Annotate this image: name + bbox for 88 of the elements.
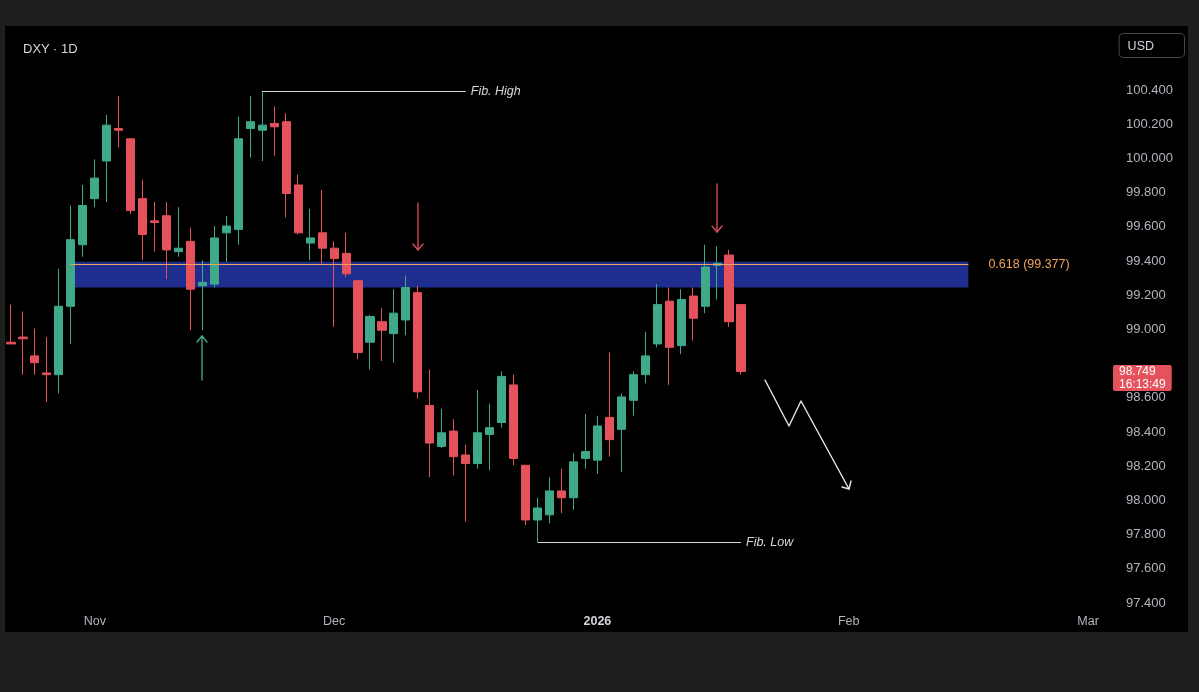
candlestick [234,116,243,246]
candlestick [665,287,674,386]
candlestick [270,105,279,157]
y-tick-label: 99.800 [1126,184,1166,200]
candlestick [126,138,135,215]
candlestick [629,370,638,417]
candlestick [198,259,207,331]
candlestick [736,304,746,376]
candlestick [365,314,375,371]
candlestick [617,392,626,473]
y-tick-label: 99.600 [1126,218,1166,234]
candlestick [389,288,398,364]
candlestick [569,452,578,511]
candlestick [581,413,590,470]
candlestick [66,204,75,345]
candlestick [413,285,422,400]
candlestick [246,95,255,159]
candlestick [54,268,63,394]
candlestick [545,476,554,524]
y-tick-label: 99.200 [1126,286,1166,302]
y-tick-label: 100.000 [1126,150,1173,166]
x-tick-label: Feb [837,613,860,628]
candlestick [724,249,734,328]
y-tick-label: 98.000 [1126,491,1166,507]
ref-line-label: Fib. High [470,83,521,98]
candlestick [222,215,231,263]
candlestick [294,174,303,236]
candlestick [593,415,602,475]
candlestick [138,179,147,261]
candlestick [473,389,482,470]
candlestick [210,225,219,289]
candlestick [318,189,327,265]
candlestick [437,408,446,449]
candlestick [174,206,183,258]
candlestick [509,374,518,466]
candlestick [282,112,291,218]
candlestick [6,304,16,345]
candlestick [330,240,339,328]
candlestick [677,288,686,355]
candlestick [377,307,387,362]
candlestick [641,331,650,384]
candlestick [353,280,363,360]
y-tick-label: 99.000 [1126,321,1166,337]
candlestick [653,283,662,348]
y-tick-label: 97.800 [1126,526,1166,542]
text: DXY · 1D [23,41,78,56]
candlestick [150,201,159,253]
candlestick [557,468,566,514]
y-tick-label: 98.200 [1126,457,1166,473]
x-tick-label: Nov [83,613,107,628]
candlestick [533,497,542,543]
ref-line-label: 0.618 (99.377) [988,257,1070,272]
y-tick-label: 99.400 [1126,252,1166,268]
y-tick-label: 98.600 [1126,389,1166,405]
candlestick [258,90,267,162]
y-tick-label: 100.200 [1126,115,1173,131]
candlestick [425,369,434,478]
x-tick-label: Mar [1077,613,1099,628]
candlestick [497,370,506,429]
candlestick [701,244,710,314]
y-tick-label: 98.400 [1126,423,1166,439]
candlestick [342,232,351,278]
candlestick [18,310,28,376]
candlestick [485,403,494,471]
y-tick-label: 97.600 [1126,560,1166,576]
x-tick-label: 2026 [583,613,612,628]
y-tick-label: 97.400 [1126,594,1166,610]
candlestick [401,275,410,336]
candlestick [461,444,470,523]
candlestick [42,336,51,403]
candlestick [78,184,87,258]
y-axis-title: USD [1127,38,1155,53]
candlestick [90,158,99,208]
candlestick [689,287,698,341]
candlestick [521,464,530,526]
candlestick [449,418,458,477]
x-tick-label: Dec [322,613,346,628]
text: 98.749 [1119,364,1157,379]
candlestick [186,227,195,331]
text: 16:13:49 [1119,377,1167,392]
candlestick [605,351,614,458]
ref-line-label: Fib. Low [745,535,795,550]
candlestick [30,328,39,376]
candlestick [306,208,315,261]
y-tick-label: 100.400 [1126,81,1173,97]
candlestick [102,114,111,203]
candlestick [162,201,171,280]
candlestick [114,95,123,148]
